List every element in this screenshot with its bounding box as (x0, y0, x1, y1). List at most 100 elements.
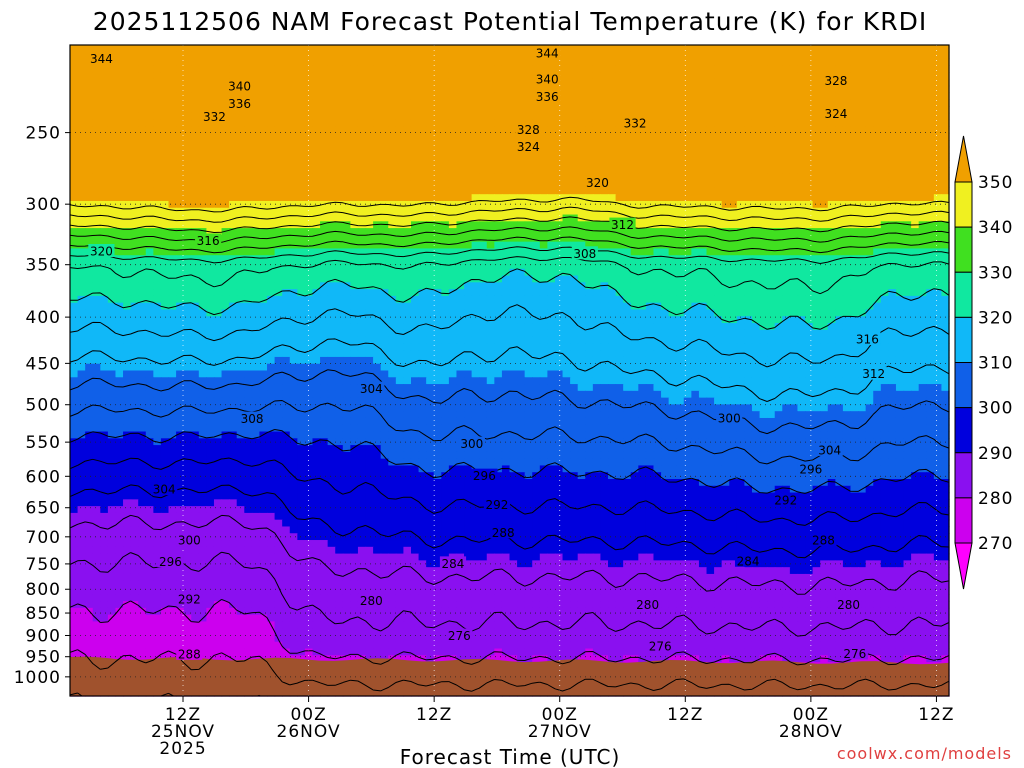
x-tick-label: 26NOV (277, 722, 341, 742)
contour-label: 328 (825, 74, 848, 88)
contour-label: 304 (360, 382, 383, 396)
contour-label: 284 (442, 557, 465, 571)
colorbar-segment (954, 316, 973, 363)
contour-label: 292 (485, 498, 508, 512)
y-tick-label: 400 (26, 308, 61, 328)
isentrope-348 (69, 196, 950, 213)
y-tick-label: 850 (26, 604, 61, 624)
x-tick-label: 12Z (165, 705, 201, 725)
x-tick-label: 12Z (918, 705, 954, 725)
colorbar-label: 350 (978, 173, 1013, 193)
contour-label: 296 (473, 469, 496, 483)
x-tick-label: 00Z (542, 705, 578, 725)
colorbar-under-arrow (954, 542, 973, 590)
plot-frame (69, 44, 950, 697)
colorbar-over-arrow (954, 135, 973, 183)
y-tick-label: 250 (26, 124, 61, 144)
contour-label: 296 (799, 463, 822, 477)
contour-label: 280 (837, 598, 860, 612)
isentrope-lines (69, 196, 950, 697)
colorbar-segment (954, 362, 973, 409)
x-axis-title: Forecast Time (UTC) (400, 745, 621, 768)
y-tick-label: 650 (26, 499, 61, 519)
isentrope-320 (69, 268, 950, 330)
credit-text: coolwx.com/models (837, 744, 1012, 763)
contour-label: 324 (825, 107, 848, 121)
colorbar-label: 310 (978, 354, 1013, 374)
y-tick-label: 550 (26, 433, 61, 453)
x-tick-label: 00Z (290, 705, 326, 725)
isentrope-300 (69, 429, 950, 494)
contour-label: 280 (360, 594, 383, 608)
contour-label: 300 (178, 534, 201, 548)
isentrope-288 (69, 514, 950, 595)
isentrope-304 (69, 400, 950, 465)
colorbar-segment (954, 181, 973, 228)
contour-label: 332 (624, 117, 647, 131)
contour-label: 304 (153, 483, 176, 497)
colorbar-label: 280 (978, 489, 1013, 509)
colorbar-segment (954, 452, 973, 499)
contour-label: 320 (586, 176, 609, 190)
y-tick-label: 1000 (14, 668, 61, 688)
y-axis: 2503003504004505005506006507007508008509… (14, 124, 70, 688)
isentrope-340 (69, 216, 950, 233)
colorbar-label: 320 (978, 308, 1013, 328)
contour-label: 288 (492, 526, 515, 540)
x-tick-label: 27NOV (528, 722, 592, 742)
contour-label: 312 (862, 367, 885, 381)
isentrope-328 (69, 246, 950, 264)
y-tick-label: 300 (26, 195, 61, 215)
isentrope-284 (69, 551, 950, 637)
y-tick-label: 800 (26, 580, 61, 600)
x-tick-label: 12Z (667, 705, 703, 725)
y-tick-label: 450 (26, 354, 61, 374)
y-tick-label: 600 (26, 467, 61, 487)
colorbar-segment (954, 226, 973, 273)
x-tick-label: 00Z (793, 705, 829, 725)
x-tick-label: 25NOV (151, 722, 215, 742)
contour-label: 336 (228, 97, 251, 111)
isentrope-344 (69, 206, 950, 223)
colorbar-label: 330 (978, 263, 1013, 283)
colorbar-label: 270 (978, 534, 1013, 554)
colorbar-segment (954, 271, 973, 318)
isentrope-312 (69, 338, 950, 402)
contour-label: 284 (737, 554, 760, 568)
contour-label: 280 (636, 598, 659, 612)
colorbar-label: 300 (978, 399, 1013, 419)
y-tick-label: 900 (26, 626, 61, 646)
potential-temperature-field (70, 45, 950, 697)
isentrope-308 (69, 369, 950, 435)
colorbar-segment (954, 407, 973, 454)
x-tick-label: 2025 (159, 739, 206, 759)
y-tick-label: 750 (26, 555, 61, 575)
contour-label: 316 (856, 333, 879, 347)
contour-label: 300 (718, 411, 741, 425)
contour-label: 288 (178, 647, 201, 661)
isentrope-336 (69, 226, 950, 244)
contour-label: 308 (573, 247, 596, 261)
contour-label: 340 (228, 79, 251, 93)
contour-label: 276 (843, 647, 866, 661)
contour-label: 308 (241, 412, 264, 426)
contour-label: 304 (818, 443, 841, 457)
contour-label: 336 (536, 90, 559, 104)
y-tick-label: 500 (26, 396, 61, 416)
contour-label: 276 (448, 629, 471, 643)
contour-label: 276 (649, 640, 672, 654)
colorbar-label: 340 (978, 218, 1013, 238)
contour-label: 292 (178, 592, 201, 606)
contour-label: 296 (159, 555, 182, 569)
contour-label: 344 (536, 46, 559, 60)
chart-title: 2025112506 NAM Forecast Potential Temper… (93, 7, 927, 36)
x-tick-label: 28NOV (779, 722, 843, 742)
colorbar: 270 280 290 300 310 320 330 340 350 (954, 135, 1013, 590)
contour-label: 320 (90, 245, 113, 259)
y-tick-label: 950 (26, 648, 61, 668)
contour-label: 288 (812, 534, 835, 548)
isentrope-324 (69, 256, 950, 295)
